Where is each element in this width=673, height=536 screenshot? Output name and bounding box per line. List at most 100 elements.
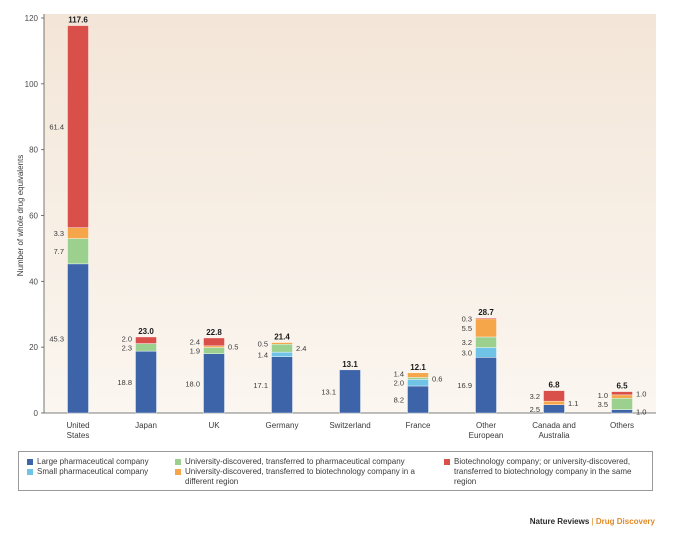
- bar-total-label: 22.8: [206, 328, 222, 337]
- bar-segment: [611, 391, 633, 396]
- y-tick-label: 60: [29, 212, 38, 221]
- segment-value-label: 16.9: [457, 381, 472, 390]
- bar-segment: [203, 353, 225, 414]
- x-category-label: Switzerland: [329, 421, 370, 430]
- bar-total-label: 13.1: [342, 360, 358, 369]
- bar-segment: [203, 347, 225, 354]
- x-category-label: United: [66, 421, 89, 430]
- legend-label: University-discovered, transferred to ph…: [185, 457, 405, 466]
- bar-segment: [271, 344, 293, 353]
- x-category-label: France: [406, 421, 431, 430]
- x-category-label: Canada and: [532, 421, 576, 430]
- legend-label: Small pharmaceutical company: [37, 467, 149, 476]
- segment-value-label: 45.3: [49, 334, 64, 343]
- segment-value-label: 1.1: [568, 399, 578, 408]
- segment-value-label: 0.5: [258, 339, 268, 348]
- legend-item-univ-biotech-other-region: University-discovered, transferred to bi…: [175, 467, 435, 487]
- segment-value-label: 1.4: [394, 370, 404, 379]
- bar-segment: [475, 357, 497, 414]
- x-category-label: Others: [610, 421, 634, 430]
- journal-section: Drug Discovery: [595, 517, 655, 526]
- segment-value-label: 0.5: [228, 343, 238, 352]
- y-tick-label: 100: [25, 80, 39, 89]
- legend-swatch: [444, 459, 450, 465]
- legend-item-small-pharma: Small pharmaceutical company: [27, 467, 148, 477]
- x-category-label: Other: [476, 421, 496, 430]
- segment-value-label: 18.8: [117, 378, 132, 387]
- bar-segment: [135, 336, 157, 344]
- bar-segment: [475, 347, 497, 358]
- segment-value-label: 18.0: [185, 379, 200, 388]
- bar-segment: [67, 238, 89, 265]
- legend-item-biotech-same-region: Biotechnology company; or university-dis…: [444, 457, 649, 487]
- bar-segment: [475, 318, 497, 338]
- x-category-label: Germany: [266, 421, 299, 430]
- bar-segment: [407, 372, 429, 378]
- credit-separator: |: [591, 517, 594, 526]
- bar-total-label: 23.0: [138, 327, 154, 336]
- bar-total-label: 117.6: [68, 16, 88, 25]
- bar-total-label: 6.5: [616, 382, 628, 391]
- legend-swatch: [27, 469, 33, 475]
- bar-segment: [543, 390, 565, 402]
- x-category-label: States: [67, 431, 90, 440]
- bar-total-label: 28.7: [478, 308, 494, 317]
- bar-segment: [271, 351, 293, 357]
- bar-segment: [271, 342, 293, 345]
- segment-value-label: 17.1: [253, 381, 268, 390]
- bar-total-label: 12.1: [410, 363, 426, 372]
- segment-value-label: 2.5: [530, 405, 540, 414]
- bar-segment: [407, 377, 429, 380]
- x-category-label: Australia: [538, 431, 570, 440]
- segment-value-label: 61.4: [49, 123, 64, 132]
- stacked-bar-chart: 0 20 40 60 80 100 120 Number of whole drug equi…: [16, 14, 656, 440]
- bar-segment: [135, 343, 157, 352]
- segment-value-label: 1.0: [598, 391, 608, 400]
- segment-value-label: 3.2: [462, 338, 472, 347]
- bar-segment: [135, 350, 157, 414]
- segment-value-label: 1.0: [636, 407, 646, 416]
- bar-segment: [611, 394, 633, 399]
- journal-name: Nature Reviews: [529, 517, 590, 526]
- segment-value-label: 2.4: [296, 344, 306, 353]
- x-category-label: UK: [208, 421, 220, 430]
- bar-segment: [407, 385, 429, 414]
- y-tick-label: 120: [25, 14, 39, 23]
- segment-value-label: 0.3: [462, 314, 472, 323]
- segment-value-label: 0.6: [432, 374, 442, 383]
- y-tick-label: 20: [29, 343, 38, 352]
- segment-value-label: 13.1: [321, 387, 336, 396]
- legend-label: Large pharmaceutical company: [37, 457, 149, 466]
- segment-value-label: 5.5: [462, 324, 472, 333]
- bar-segment: [339, 369, 361, 414]
- legend: Large pharmaceutical company Small pharm…: [18, 451, 653, 491]
- x-category-label: Japan: [135, 421, 157, 430]
- bar-segment: [611, 397, 633, 410]
- y-tick-label: 0: [34, 409, 39, 418]
- legend-label: University-discovered, transferred to bi…: [185, 467, 415, 486]
- x-category-label: European: [469, 431, 504, 440]
- bar-segment: [543, 400, 565, 405]
- segment-value-label: 7.7: [54, 247, 64, 256]
- segment-value-label: 8.2: [394, 396, 404, 405]
- segment-value-label: 1.4: [258, 350, 268, 359]
- segment-value-label: 1.0: [636, 389, 646, 398]
- legend-swatch: [175, 469, 181, 475]
- segment-value-label: 2.0: [122, 334, 132, 343]
- bar-segment: [203, 337, 225, 347]
- y-axis-title: Number of whole drug equivalents: [16, 155, 25, 276]
- bar-segment: [67, 227, 89, 239]
- legend-label: Biotechnology company; or university-dis…: [454, 457, 632, 486]
- legend-swatch: [27, 459, 33, 465]
- segment-value-label: 3.3: [54, 229, 64, 238]
- bar-segment: [67, 263, 89, 414]
- bar-segment: [475, 336, 497, 348]
- bar-segment: [203, 345, 225, 348]
- bar-segment: [271, 356, 293, 414]
- bar-segment: [543, 404, 565, 414]
- segment-value-label: 3.0: [462, 348, 472, 357]
- segment-value-label: 3.2: [530, 392, 540, 401]
- segment-value-label: 3.5: [598, 400, 608, 409]
- y-tick-label: 80: [29, 146, 38, 155]
- bar-segment: [611, 409, 633, 414]
